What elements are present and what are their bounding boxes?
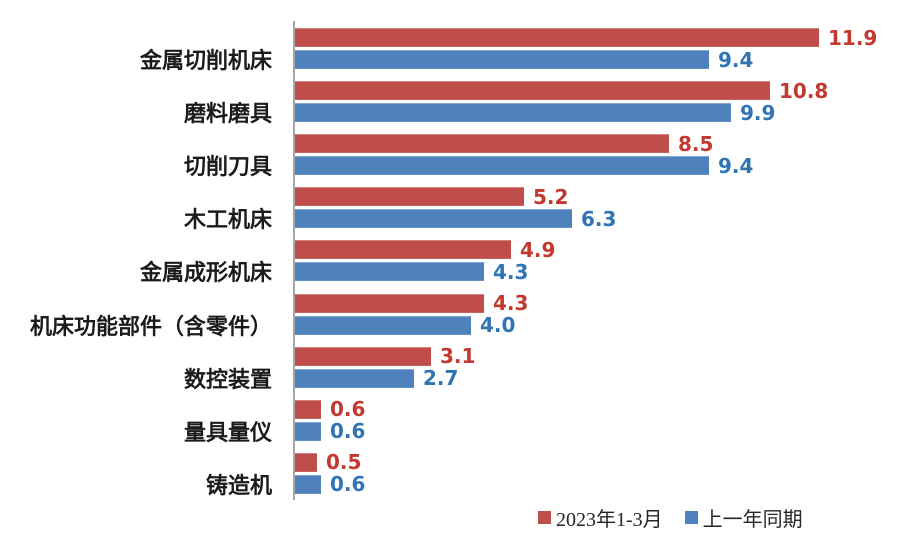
category-label: 磨料磨具 (183, 101, 272, 127)
value-label: 2.7 (423, 366, 459, 391)
bar-series-1-cat-1 (295, 103, 731, 123)
category-axis-line (293, 21, 295, 500)
bar-series-1-cat-8 (295, 474, 321, 494)
bar-series-0-cat-8 (295, 452, 317, 472)
legend-swatch-red (538, 511, 551, 524)
value-label: 0.6 (330, 419, 366, 444)
value-label: 0.6 (330, 397, 366, 422)
value-label: 11.9 (828, 25, 878, 50)
category-label: 数控装置 (183, 366, 272, 392)
bar-series-0-cat-6 (295, 346, 431, 366)
category-label: 金属切削机床 (139, 48, 272, 73)
value-label: 9.4 (718, 47, 754, 72)
legend-item-prior-period: 上一年同期 (684, 503, 803, 532)
value-label: 9.4 (718, 153, 754, 178)
bar-series-0-cat-7 (295, 399, 321, 419)
category-label: 量具量仪 (183, 419, 272, 445)
value-label: 4.3 (493, 291, 529, 315)
bar-series-1-cat-3 (295, 209, 572, 229)
legend: 2023年1-3月 上一年同期 (538, 503, 803, 532)
value-label: 4.0 (480, 313, 516, 337)
value-label: 9.9 (740, 100, 776, 125)
bar-series-1-cat-2 (295, 156, 709, 176)
legend-swatch-blue (684, 511, 698, 524)
bar-series-0-cat-3 (295, 187, 524, 207)
bar-series-1-cat-5 (295, 315, 471, 335)
bar-series-0-cat-2 (295, 134, 669, 154)
value-label: 4.3 (493, 259, 529, 284)
value-label: 6.3 (581, 206, 617, 231)
bar-series-1-cat-0 (295, 50, 709, 69)
category-label: 铸造机 (205, 472, 272, 498)
bar-series-1-cat-7 (295, 421, 321, 441)
category-label: 机床功能部件（含零件） (29, 313, 272, 339)
category-label: 金属成形机床 (139, 260, 272, 286)
category-label: 木工机床 (183, 207, 272, 233)
value-label: 0.5 (326, 450, 362, 475)
legend-label-current-period: 2023年1-3月 (556, 509, 663, 531)
bar-series-1-cat-6 (295, 368, 414, 388)
value-label: 4.9 (520, 237, 556, 262)
legend-label-prior-period: 上一年同期 (702, 509, 803, 531)
value-label: 0.6 (330, 472, 366, 497)
bar-series-0-cat-4 (295, 240, 511, 260)
value-label: 5.2 (533, 184, 569, 209)
value-label: 8.5 (678, 131, 714, 156)
legend-item-current-period: 2023年1-3月 (538, 503, 663, 532)
category-label: 切削刀具 (183, 154, 272, 180)
value-label: 10.8 (779, 78, 829, 103)
value-label: 3.1 (440, 344, 476, 369)
bar-series-0-cat-0 (295, 28, 819, 47)
bar-series-0-cat-5 (295, 293, 484, 313)
bar-series-1-cat-4 (295, 262, 484, 282)
bar-series-0-cat-1 (295, 81, 770, 101)
